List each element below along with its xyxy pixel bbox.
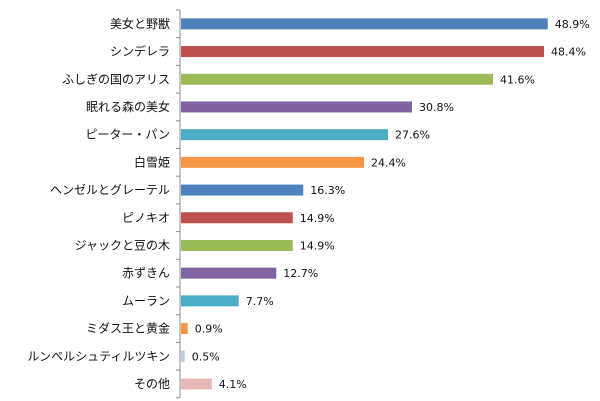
category-label: シンデレラ bbox=[110, 44, 170, 59]
category-label: 美女と野獣 bbox=[110, 16, 170, 31]
category-label: ミダス王と黄金 bbox=[86, 321, 170, 336]
value-label: 48.4% bbox=[551, 46, 586, 59]
category-label: ルンペルシュティルツキン bbox=[27, 349, 170, 363]
value-label: 12.7% bbox=[283, 267, 318, 280]
value-label: 30.8% bbox=[419, 101, 454, 114]
bar bbox=[181, 156, 364, 168]
category-label: 赤ずきん bbox=[122, 266, 170, 280]
category-label: その他 bbox=[134, 377, 170, 391]
bar bbox=[181, 267, 277, 279]
category-label: ふしぎの国のアリス bbox=[62, 72, 170, 86]
value-label: 7.7% bbox=[246, 295, 274, 308]
bar bbox=[181, 212, 293, 224]
bar bbox=[181, 129, 388, 141]
value-label: 16.3% bbox=[310, 184, 345, 197]
value-label: 24.4% bbox=[371, 156, 406, 169]
value-label: 0.5% bbox=[192, 350, 220, 363]
value-label: 0.9% bbox=[195, 323, 223, 336]
bar bbox=[181, 18, 548, 30]
category-label: 白雪姫 bbox=[134, 154, 170, 169]
bar bbox=[181, 184, 304, 196]
category-label: ジャックと豆の木 bbox=[75, 238, 170, 252]
value-label: 27.6% bbox=[395, 129, 430, 142]
value-label: 48.9% bbox=[555, 18, 590, 31]
bar bbox=[181, 378, 212, 390]
bar bbox=[181, 295, 239, 307]
value-label: 4.1% bbox=[219, 378, 247, 391]
bar bbox=[181, 46, 544, 58]
value-label: 14.9% bbox=[300, 212, 335, 225]
category-label: ピーター・パン bbox=[85, 128, 170, 142]
bar bbox=[181, 350, 185, 362]
value-label: 14.9% bbox=[300, 239, 335, 252]
bar bbox=[181, 101, 412, 113]
value-label: 41.6% bbox=[500, 73, 535, 86]
bar bbox=[181, 323, 188, 335]
bar bbox=[181, 73, 493, 85]
category-label: ムーラン bbox=[122, 294, 170, 308]
category-label: ヘンゼルとグレーテル bbox=[50, 183, 170, 197]
category-label: ピノキオ bbox=[122, 211, 170, 225]
category-label: 眠れる森の美女 bbox=[86, 99, 170, 114]
bar bbox=[181, 239, 293, 251]
